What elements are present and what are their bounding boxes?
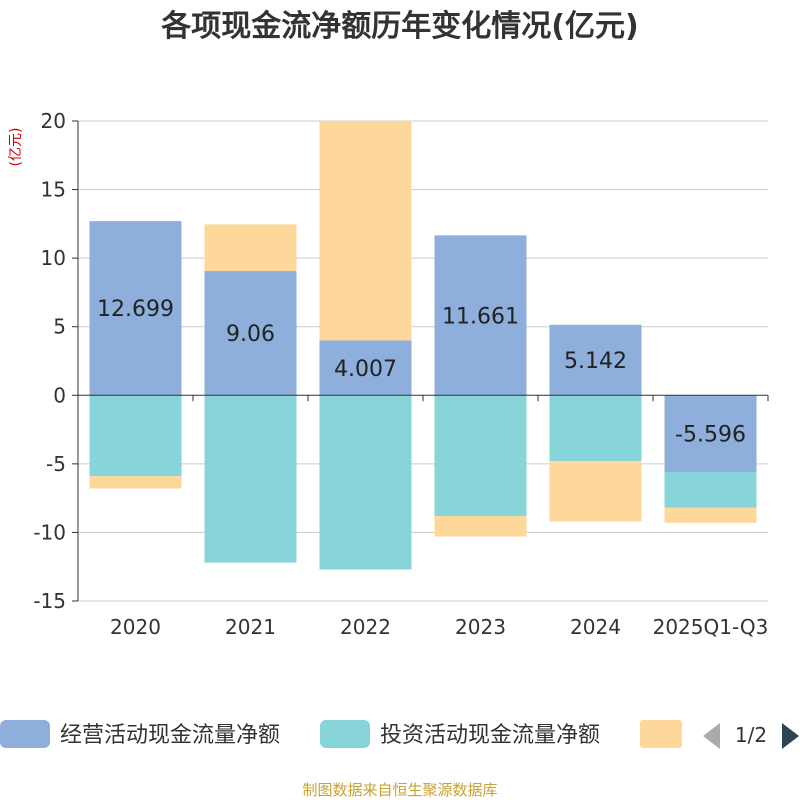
bar-investing-2022[interactable] [319,395,412,570]
legend-prev-page-icon[interactable] [703,723,720,749]
data-label-2023: 11.661 [442,304,519,329]
legend-item-financing[interactable] [640,720,682,748]
bar-operating-2024[interactable] [549,324,642,396]
data-label-2024: 5.142 [564,349,627,374]
legend: 经营活动现金流量净额 投资活动现金流量净额 1/2 [0,720,799,749]
bar-operating-2022[interactable] [319,340,412,396]
bar-financing-2020[interactable] [89,476,182,489]
data-label-2021: 9.06 [226,322,275,347]
axes: 20 15 10 5 0 -5 -10 -15 2020 2021 2022 2023 2024 2025… [33,109,769,639]
y-tick-label: -5 [46,452,66,476]
legend-next-page-icon[interactable] [782,723,799,749]
bar-operating-2023[interactable] [434,235,527,396]
bar-group [89,120,757,570]
legend-item-investing[interactable]: 投资活动现金流量净额 [320,720,600,748]
bar-financing-2021[interactable] [204,224,297,272]
legend-swatch-financing [640,720,682,748]
chart-title: 各项现金流净额历年变化情况(亿元) [160,9,638,44]
x-tick-label: 2020 [110,615,161,639]
data-label-2025Q1-Q3: -5.596 [675,423,746,448]
bar-financing-2024[interactable] [549,461,642,522]
y-tick-label: 10 [41,246,66,270]
x-tick-label: 2024 [570,615,621,639]
bar-investing-2024[interactable] [549,395,642,462]
legend-label-operating: 经营活动现金流量净额 [60,723,280,748]
bar-financing-2023[interactable] [434,515,527,537]
data-label-2020: 12.699 [97,297,174,322]
bar-financing-2022[interactable] [319,120,412,341]
x-tick-label: 2021 [225,615,276,639]
y-axis-unit-label: (亿元) [8,128,24,167]
y-tick-label: 0 [53,383,66,407]
bar-operating-2021[interactable] [204,271,297,396]
legend-swatch-investing [320,720,370,748]
legend-label-investing: 投资活动现金流量净额 [380,723,600,748]
y-tick-label: -15 [33,589,66,613]
y-tick-label: 20 [41,109,66,133]
bar-investing-2020[interactable] [89,395,182,477]
grid-lines [78,120,768,602]
bar-investing-2021[interactable] [204,395,297,563]
y-tick-label: 15 [41,178,66,202]
y-tick-label: -10 [33,520,66,544]
legend-page-indicator: 1/2 [735,723,767,747]
legend-swatch-operating [0,720,50,748]
bar-financing-2025Q1-Q3[interactable] [664,507,757,523]
legend-item-operating[interactable]: 经营活动现金流量净额 [0,720,280,748]
bar-investing-2025Q1-Q3[interactable] [664,472,757,508]
data-labels: 12.699 9.06 4.007 11.661 5.142 -5.596 [97,297,746,447]
x-tick-label: 2025Q1-Q3 [653,615,769,639]
data-label-2022: 4.007 [334,357,397,382]
y-tick-label: 5 [53,315,66,339]
bar-investing-2023[interactable] [434,395,527,516]
data-source-note: 制图数据来自恒生聚源数据库 [302,781,497,799]
bar-operating-2025Q1-Q3[interactable] [664,395,757,473]
bar-operating-2020[interactable] [89,221,182,396]
x-tick-label: 2022 [340,615,391,639]
x-tick-label: 2023 [455,615,506,639]
